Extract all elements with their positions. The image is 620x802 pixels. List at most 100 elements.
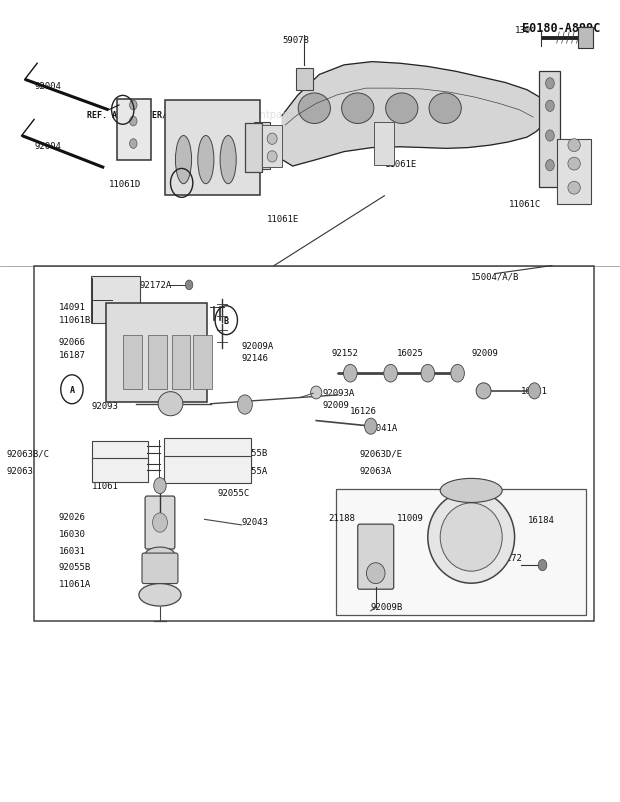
Text: 16187: 16187 (59, 350, 86, 360)
Text: 11061A: 11061A (59, 579, 91, 589)
Text: 92055A: 92055A (92, 466, 124, 476)
Text: REF. AIR-FILTER/MUFFLER: REF. AIR-FILTER/MUFFLER (87, 110, 202, 119)
Ellipse shape (366, 563, 385, 584)
Ellipse shape (175, 136, 192, 184)
Text: 16041A: 16041A (366, 423, 398, 433)
FancyBboxPatch shape (374, 123, 394, 166)
Text: 11061B: 11061B (59, 315, 91, 325)
Text: 11061E: 11061E (267, 214, 299, 224)
Text: 92004: 92004 (34, 82, 61, 91)
Text: B: B (179, 179, 184, 188)
Text: 92043: 92043 (242, 517, 268, 527)
FancyBboxPatch shape (148, 336, 167, 390)
Text: E0180-A899C: E0180-A899C (522, 22, 600, 35)
Text: 92004: 92004 (34, 141, 61, 151)
Text: 92172A: 92172A (140, 281, 172, 290)
Ellipse shape (139, 584, 181, 606)
Text: 11061C: 11061C (508, 200, 541, 209)
Text: 11061: 11061 (92, 481, 118, 491)
Text: 92055C: 92055C (217, 488, 249, 498)
Ellipse shape (429, 94, 461, 124)
Ellipse shape (568, 158, 580, 171)
Text: 92063A: 92063A (360, 466, 392, 476)
Text: 15004/A/B: 15004/A/B (471, 272, 520, 282)
Text: 11061D: 11061D (108, 180, 141, 189)
Text: 16030: 16030 (59, 529, 86, 539)
Text: 92152: 92152 (332, 348, 358, 358)
FancyBboxPatch shape (193, 336, 212, 390)
Text: 92063: 92063 (6, 466, 33, 476)
Ellipse shape (298, 94, 330, 124)
FancyBboxPatch shape (117, 100, 151, 160)
FancyBboxPatch shape (262, 126, 282, 168)
Ellipse shape (267, 134, 277, 145)
FancyBboxPatch shape (91, 277, 140, 324)
Circle shape (546, 160, 554, 172)
Text: 92063B/C: 92063B/C (6, 448, 49, 458)
Text: 92055A: 92055A (236, 466, 268, 476)
Circle shape (546, 131, 554, 142)
FancyBboxPatch shape (165, 101, 260, 196)
Circle shape (546, 79, 554, 90)
Text: 92009A: 92009A (242, 342, 274, 351)
Ellipse shape (311, 387, 322, 399)
Circle shape (130, 117, 137, 127)
Ellipse shape (568, 182, 580, 195)
Text: 92066: 92066 (92, 448, 118, 458)
Text: 92026: 92026 (59, 512, 86, 521)
FancyBboxPatch shape (296, 69, 313, 91)
Circle shape (421, 365, 435, 383)
Text: 16025: 16025 (397, 348, 423, 358)
Bar (164, 456, 251, 484)
FancyBboxPatch shape (358, 525, 394, 589)
Text: 92009: 92009 (471, 348, 498, 358)
Text: 11061E: 11061E (384, 160, 417, 169)
Text: 11009: 11009 (397, 513, 423, 523)
Ellipse shape (198, 136, 214, 184)
Circle shape (130, 140, 137, 149)
Text: 92055B: 92055B (236, 448, 268, 458)
Ellipse shape (158, 392, 183, 416)
Polygon shape (282, 63, 544, 167)
Ellipse shape (144, 547, 176, 568)
Ellipse shape (440, 504, 502, 571)
Text: 21188: 21188 (329, 513, 355, 523)
Text: 92063D/E: 92063D/E (360, 448, 402, 458)
Text: 92172: 92172 (496, 553, 523, 563)
Circle shape (130, 101, 137, 111)
Text: 16031: 16031 (59, 546, 86, 556)
Text: 14091: 14091 (59, 302, 86, 312)
Ellipse shape (440, 479, 502, 503)
Circle shape (546, 101, 554, 112)
Circle shape (365, 419, 377, 435)
FancyBboxPatch shape (539, 72, 560, 188)
Bar (34, 266, 594, 622)
Text: 59078: 59078 (282, 35, 309, 45)
Ellipse shape (267, 152, 277, 163)
FancyBboxPatch shape (142, 553, 178, 584)
Circle shape (384, 365, 397, 383)
Ellipse shape (342, 94, 374, 124)
FancyBboxPatch shape (578, 28, 593, 49)
Circle shape (528, 383, 541, 399)
Text: 92093: 92093 (92, 401, 118, 411)
FancyBboxPatch shape (145, 496, 175, 549)
Text: A: A (69, 385, 74, 395)
Circle shape (185, 281, 193, 290)
FancyBboxPatch shape (172, 336, 190, 390)
Text: ereplacementparts.com: ereplacementparts.com (202, 110, 319, 119)
Text: 92009: 92009 (322, 400, 349, 410)
FancyBboxPatch shape (106, 304, 207, 403)
FancyBboxPatch shape (557, 140, 591, 205)
Text: 16041: 16041 (521, 387, 547, 396)
Ellipse shape (428, 491, 515, 584)
Bar (336, 489, 586, 615)
Text: 92009B: 92009B (371, 602, 403, 612)
FancyBboxPatch shape (254, 123, 270, 170)
Bar (164, 439, 251, 466)
Bar (92, 441, 148, 465)
FancyBboxPatch shape (123, 336, 142, 390)
Circle shape (343, 365, 357, 383)
Text: 92093A: 92093A (322, 388, 355, 398)
Circle shape (153, 513, 167, 533)
